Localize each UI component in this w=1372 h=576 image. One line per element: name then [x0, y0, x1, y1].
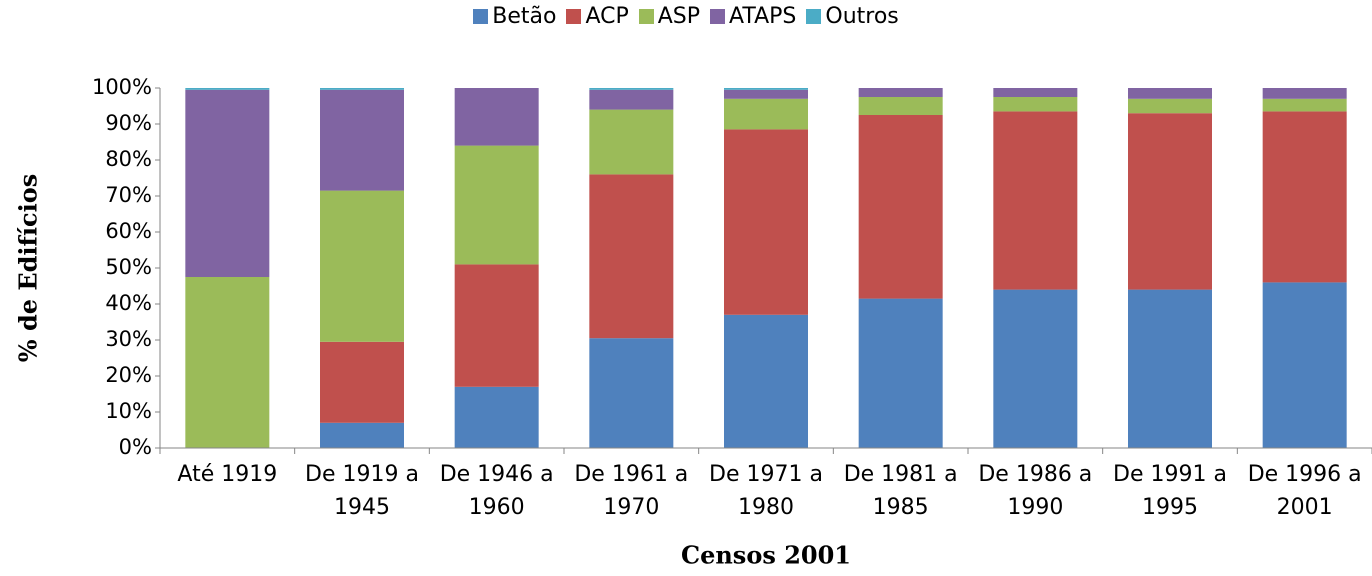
legend-swatch	[710, 9, 726, 24]
x-tick-label: Até 1919	[177, 462, 278, 487]
bar-segment	[1128, 98, 1212, 114]
x-tick-label: De 1961 a 1970	[574, 462, 689, 520]
bar-segment	[320, 422, 404, 448]
y-tick-label: 100%	[92, 75, 152, 99]
bar-segment	[185, 89, 270, 277]
bar-segment	[320, 89, 404, 191]
y-axis-title: % de Edifícios	[14, 174, 43, 362]
x-tick-label: De 1971 a 1980	[709, 462, 823, 520]
bar-segment	[1262, 98, 1347, 112]
bar-segment	[589, 89, 674, 110]
legend-swatch	[638, 9, 654, 24]
legend-label: ACP	[585, 4, 629, 29]
legend-swatch	[473, 9, 489, 24]
bar-segment	[1262, 282, 1347, 448]
bar-segment	[320, 88, 404, 90]
legend-entry: ATAPS	[710, 4, 796, 29]
bar-segment	[858, 298, 943, 448]
legend-label: ASP	[657, 4, 701, 29]
bar-segment	[589, 109, 674, 175]
bar-segment	[724, 129, 808, 315]
y-tick-label: 40%	[105, 291, 152, 315]
bar-segment	[320, 341, 404, 423]
y-tick-label: 20%	[105, 363, 152, 387]
y-tick-label: 50%	[105, 255, 152, 279]
bar-segment	[589, 338, 674, 448]
bar-segment	[589, 88, 674, 90]
x-tick-label: De 1919 a 1945	[305, 462, 419, 520]
bar-segment	[993, 97, 1078, 112]
legend-label: Outros	[825, 4, 899, 29]
x-tick-label: De 1996 a 2001	[1247, 462, 1362, 520]
legend-entry: Betão	[473, 4, 556, 29]
bar-segment	[454, 145, 539, 265]
bar-segment	[454, 88, 539, 146]
x-tick-label: De 1991 a 1995	[1113, 462, 1227, 520]
y-tick-label: 30%	[105, 327, 152, 351]
bar-segment	[993, 111, 1078, 290]
bar-segment	[858, 115, 943, 299]
y-tick-label: 60%	[105, 219, 152, 243]
y-tick-label: 0%	[119, 435, 152, 459]
bar-segment	[1128, 289, 1212, 448]
bar-segment	[1128, 88, 1212, 99]
x-tick-label: De 1981 a 1985	[843, 462, 958, 520]
bar-segment	[724, 314, 808, 448]
y-tick-label: 80%	[105, 147, 152, 171]
bar-segment	[1262, 88, 1347, 99]
y-tick-label: 90%	[105, 111, 152, 135]
bar-segment	[724, 98, 808, 130]
bar-segment	[858, 88, 943, 97]
bar-segment	[454, 386, 539, 448]
legend-entry: ACP	[566, 4, 629, 29]
legend-label: ATAPS	[729, 4, 797, 29]
bar-segment	[454, 264, 539, 387]
x-tick-label: De 1946 a 1960	[439, 462, 554, 520]
bar-segment	[1262, 111, 1347, 283]
x-tick-label: De 1986 a 1990	[978, 462, 1093, 520]
bar-segment	[320, 190, 404, 342]
bar-segment	[993, 289, 1078, 448]
bar-segment	[993, 88, 1078, 97]
y-tick-label: 70%	[105, 183, 152, 207]
legend: Betão ACP ASP ATAPS Outros	[0, 4, 1372, 29]
y-tick-label: 10%	[105, 399, 152, 423]
legend-entry: ASP	[638, 4, 701, 29]
bar-segment	[724, 88, 808, 90]
legend-label: Betão	[492, 4, 557, 29]
legend-swatch	[806, 9, 822, 24]
bar-segment	[589, 174, 674, 339]
bar-segment	[858, 97, 943, 115]
bar-segment	[1128, 113, 1212, 290]
bar-segment	[724, 89, 808, 99]
legend-entry: Outros	[806, 4, 899, 29]
bar-segment	[185, 88, 270, 90]
x-axis-title: Censos 2001	[681, 541, 851, 570]
bar-segment	[185, 277, 270, 448]
legend-swatch	[566, 9, 582, 24]
